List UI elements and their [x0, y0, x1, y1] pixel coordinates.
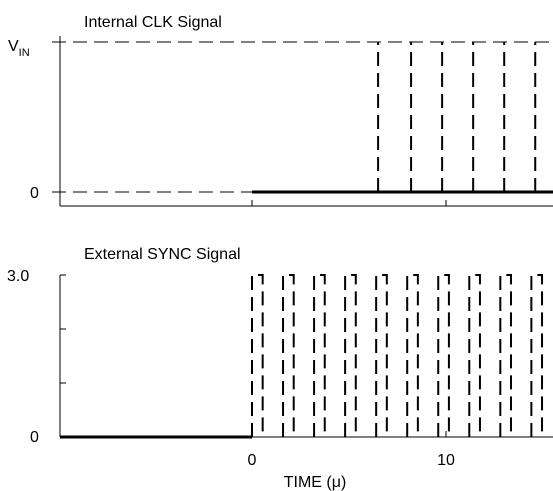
external-sync-plot-area [59, 274, 553, 439]
sync-pulse [499, 274, 512, 437]
sync-pulse [437, 274, 450, 437]
x-tick-label-10: 10 [437, 452, 455, 469]
sync-pulse [530, 274, 544, 437]
zero-tick-label-top: 0 [30, 185, 39, 202]
internal-clk-title: Internal CLK Signal [84, 14, 222, 31]
sync-pulse [375, 274, 388, 437]
sync-pulse [468, 274, 481, 437]
sync-pulse [344, 274, 357, 437]
sync-pulse [251, 274, 264, 437]
internal-clk-panel: Internal CLK Signal VIN 0 [8, 14, 553, 207]
sync-pulse [282, 274, 295, 437]
x-tick-label-0: 0 [248, 452, 257, 469]
sync-pulse [406, 274, 419, 437]
external-sync-panel: External SYNC Signal 3.0 0 0 10 TIME (μ) [7, 246, 553, 491]
zero-tick-label-bottom: 0 [30, 429, 39, 446]
external-sync-title: External SYNC Signal [84, 246, 241, 263]
sync-pulse [313, 274, 326, 437]
vin-tick-label: VIN [8, 38, 30, 59]
x-axis-label: TIME (μ) [284, 474, 347, 491]
internal-clk-plot-area [52, 36, 553, 207]
three-tick-label: 3.0 [7, 268, 29, 285]
